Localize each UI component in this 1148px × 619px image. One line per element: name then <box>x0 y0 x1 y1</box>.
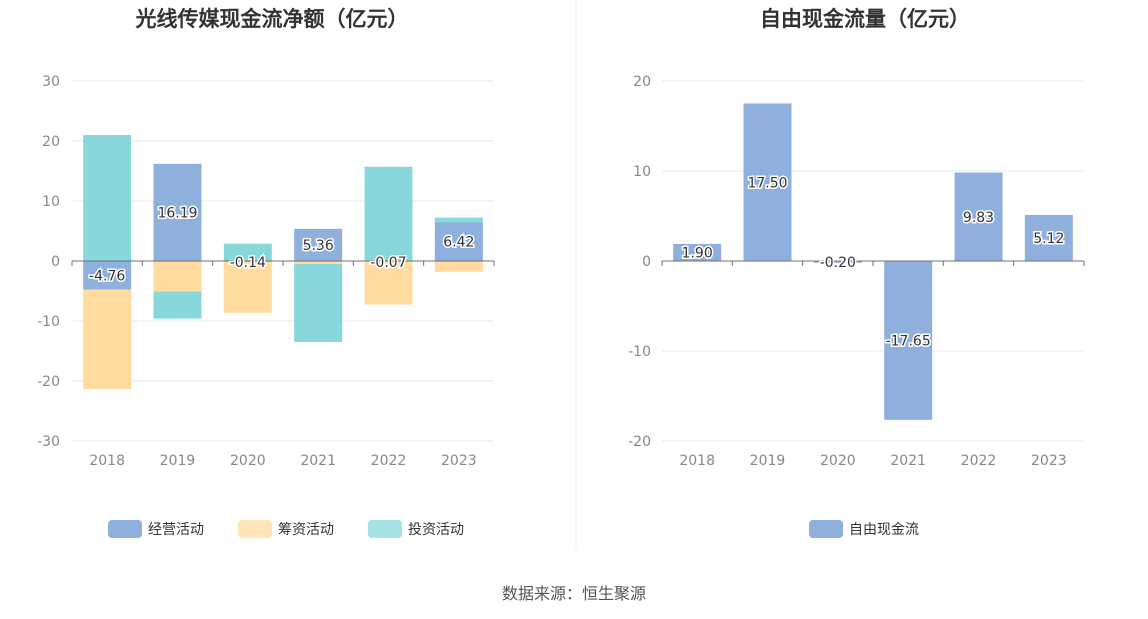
c2-x-tick-label: 2020 <box>820 453 856 469</box>
chart1-bars <box>83 135 483 390</box>
c2-legend-swatch <box>809 520 843 538</box>
c1-bar-2-2023 <box>434 261 483 272</box>
chart1-data-labels: -4.76 16.19 -0.14 5.36 -0.07 6.42 <box>88 204 476 286</box>
chart2-zero-axis <box>661 260 1085 266</box>
c1-y-tick-label: 10 <box>42 194 60 210</box>
c1-y-tick-label: -10 <box>37 314 60 330</box>
c1-legend-item-3[interactable]: 投资活动 <box>368 520 464 538</box>
c1-data-label: 5.36 <box>303 238 334 254</box>
c1-bar-1-2018 <box>83 261 132 290</box>
c2-bar-1-2023 <box>1024 214 1073 261</box>
c1-bar-2-2019 <box>153 261 202 292</box>
c1-bar-2-2022 <box>364 261 413 305</box>
c2-y-tick-label: 10 <box>633 164 651 180</box>
c1-bar-3-2018 <box>83 135 132 261</box>
c1-legend-item-1[interactable]: 经营活动 <box>108 520 204 538</box>
c2-x-tick-label: 2019 <box>750 453 786 469</box>
c1-y-tick-label: 0 <box>51 254 60 270</box>
c1-x-tick-label: 2019 <box>160 453 196 469</box>
c1-y-tick-label: 30 <box>42 74 60 90</box>
free-cash-flow-chart: 自由现金流量（亿元） 20 10 0 -10 -20 1.90 17.50 -0.20 -17… <box>628 7 1085 538</box>
c2-y-tick-label: 0 <box>642 254 651 270</box>
chart2-bars <box>673 103 1073 420</box>
c1-x-tick-label: 2022 <box>371 453 407 469</box>
charts-canvas: 光线传媒现金流净额（亿元） 30 20 10 0 -10 -20 -30 -4.76 16.1… <box>37 0 1085 550</box>
c1-bar-3-2023 <box>434 217 483 223</box>
chart2-data-labels: 1.90 17.50 -0.20 -17.65 9.83 5.12 <box>680 174 1066 351</box>
c1-data-label: 16.19 <box>157 205 197 221</box>
c1-legend-swatch <box>108 520 142 538</box>
c2-bar-1-2020 <box>813 261 862 263</box>
c2-x-tick-label: 2022 <box>961 453 997 469</box>
c1-bar-3-2022 <box>364 166 413 261</box>
c1-data-label: -4.76 <box>89 268 125 284</box>
chart2-x-axis: 2018 2019 2020 2021 2022 2023 <box>679 453 1066 469</box>
c2-x-tick-label: 2021 <box>890 453 926 469</box>
c2-data-label: -0.20 <box>820 255 856 271</box>
chart2-title: 自由现金流量（亿元） <box>760 7 970 31</box>
chart1-legend: 经营活动 筹资活动 投资活动 <box>108 520 464 538</box>
chart1-title: 光线传媒现金流净额（亿元） <box>135 7 409 31</box>
c1-y-tick-label: -20 <box>37 374 60 390</box>
c2-legend-item-1[interactable]: 自由现金流 <box>809 520 919 538</box>
c1-bar-2-2020 <box>223 261 272 313</box>
c1-y-tick-label: 20 <box>42 134 60 150</box>
c2-y-tick-label: -10 <box>628 344 651 360</box>
c1-legend-label: 筹资活动 <box>278 521 334 538</box>
c2-data-label: 1.90 <box>682 245 713 261</box>
c1-data-label: -0.07 <box>370 255 406 271</box>
chart1-x-axis: 2018 2019 2020 2021 2022 2023 <box>89 453 476 469</box>
c2-bar-1-2022 <box>954 172 1003 261</box>
c2-bar-1-2018 <box>673 243 722 261</box>
c1-bar-2-2021 <box>294 261 343 264</box>
c1-x-tick-label: 2018 <box>89 453 125 469</box>
c1-legend-swatch <box>368 520 402 538</box>
c1-legend-swatch <box>238 520 272 538</box>
c1-y-tick-label: -30 <box>37 434 60 450</box>
chart2-legend: 自由现金流 <box>809 520 919 538</box>
c1-bar-3-2021 <box>294 264 343 342</box>
c1-legend-label: 经营活动 <box>148 522 204 538</box>
c1-bar-1-2019 <box>153 163 202 261</box>
chart1-y-axis: 30 20 10 0 -10 -20 -30 <box>37 74 60 450</box>
c1-x-tick-label: 2023 <box>441 453 477 469</box>
chart2-gridlines <box>662 80 1084 442</box>
data-source-note: 数据来源：恒生聚源 <box>501 584 646 603</box>
c2-data-label: 17.50 <box>747 175 787 191</box>
c1-data-label: 6.42 <box>443 235 474 251</box>
c1-bar-3-2019 <box>153 291 202 319</box>
c1-legend-item-2[interactable]: 筹资活动 <box>238 520 334 538</box>
c2-y-tick-label: -20 <box>628 434 651 450</box>
c1-legend-label: 投资活动 <box>408 522 464 538</box>
c2-data-label: -17.65 <box>886 333 931 349</box>
c2-data-label: 5.12 <box>1033 231 1064 247</box>
c2-data-label: 9.83 <box>963 210 994 226</box>
cash-flow-net-chart: 光线传媒现金流净额（亿元） 30 20 10 0 -10 -20 -30 -4.76 16.1… <box>37 7 495 538</box>
chart1-zero-axis <box>71 260 495 266</box>
c1-x-tick-label: 2020 <box>230 453 266 469</box>
c2-bar-1-2021 <box>884 261 933 420</box>
c1-data-label: -0.14 <box>230 255 266 271</box>
c1-bar-2-2018 <box>83 289 132 390</box>
c1-bar-1-2021 <box>294 228 343 261</box>
c2-legend-label: 自由现金流 <box>849 522 919 538</box>
c2-y-tick-label: 20 <box>633 74 651 90</box>
c1-x-tick-label: 2021 <box>300 453 336 469</box>
c1-bar-3-2020 <box>223 243 272 261</box>
chart1-gridlines <box>72 80 494 442</box>
c2-x-tick-label: 2018 <box>679 453 715 469</box>
c1-bar-1-2023 <box>434 222 483 261</box>
chart2-y-axis: 20 10 0 -10 -20 <box>628 74 651 450</box>
c2-x-tick-label: 2023 <box>1031 453 1067 469</box>
c2-bar-1-2019 <box>743 103 792 261</box>
